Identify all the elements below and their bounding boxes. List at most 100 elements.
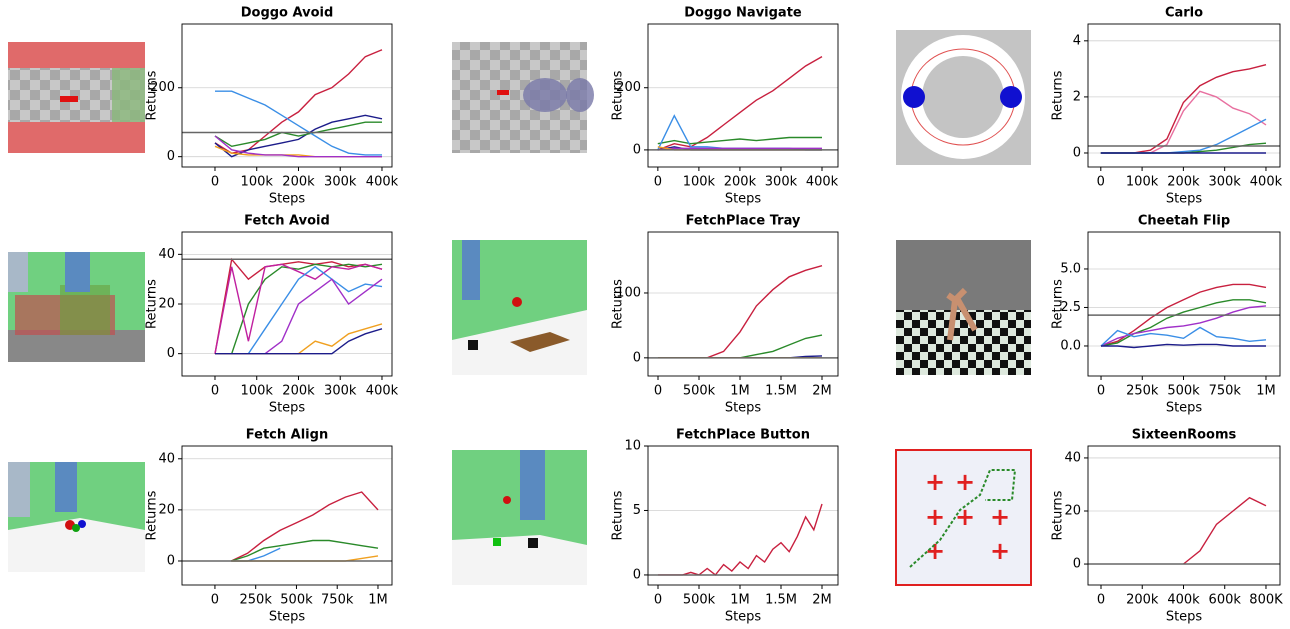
chart-title: FetchPlace Button [676, 428, 810, 443]
y-axis-label: Returns [1051, 70, 1066, 120]
y-axis-label: Returns [1051, 279, 1066, 329]
thumb-cheetah [896, 240, 1031, 375]
thumb-doggo-avoid [8, 42, 145, 153]
y-axis-label: Returns [145, 70, 160, 120]
y-tick-label: 0 [167, 149, 175, 164]
y-tick-label: 40 [158, 247, 175, 262]
svg-text:+: + [955, 468, 975, 496]
x-axis-label: Steps [725, 610, 762, 625]
x-tick-label: 300k [324, 175, 357, 190]
x-tick-label: 0 [654, 384, 662, 399]
x-tick-label: 600k [1209, 593, 1242, 608]
svg-text:+: + [990, 537, 1010, 565]
y-tick-label: 4 [1073, 33, 1081, 48]
series-line [658, 138, 822, 144]
thumb-doggo-navigate [452, 42, 594, 153]
x-tick-label: 100k [241, 175, 274, 190]
y-tick-label: 0 [633, 567, 641, 582]
x-tick-label: 1M [368, 593, 388, 608]
x-tick-label: 2M [812, 593, 832, 608]
y-tick-label: 0 [633, 142, 641, 157]
y-tick-label: 20 [158, 502, 175, 517]
y-tick-label: 40 [158, 451, 175, 466]
x-tick-label: 0 [654, 593, 662, 608]
chart-title: Fetch Avoid [244, 214, 330, 229]
svg-text:+: + [925, 468, 945, 496]
plot-frame [182, 24, 392, 167]
plot-frame [648, 24, 838, 167]
y-axis-label: Returns [611, 70, 626, 120]
svg-text:+: + [990, 503, 1010, 531]
series-line [215, 264, 382, 353]
x-tick-label: 1M [730, 384, 750, 399]
x-tick-label: 0 [211, 175, 219, 190]
x-axis-label: Steps [269, 192, 306, 207]
x-tick-label: 1.5M [765, 593, 797, 608]
x-tick-label: 500k [1167, 384, 1200, 399]
x-tick-label: 0 [1097, 593, 1105, 608]
x-tick-label: 300k [1208, 175, 1241, 190]
y-tick-label: 20 [158, 297, 175, 312]
y-axis-label: Returns [611, 279, 626, 329]
plot-frame [182, 446, 392, 585]
y-tick-label: 5 [633, 503, 641, 518]
series-line [215, 279, 382, 354]
x-tick-label: 100k [683, 175, 716, 190]
x-tick-label: 400k [366, 384, 399, 399]
series-line [215, 50, 382, 153]
thumb-sixteenrooms: + + + + + + + [896, 450, 1031, 585]
y-tick-label: 0.0 [1060, 338, 1081, 353]
series-line [658, 504, 822, 575]
x-axis-label: Steps [1166, 610, 1203, 625]
series-line [231, 541, 378, 562]
x-tick-label: 800K [1249, 593, 1283, 608]
charts: Doggo Avoid02000100k200k300k400kStepsRet… [145, 6, 1284, 625]
series-line [658, 57, 822, 150]
x-tick-label: 500k [280, 593, 313, 608]
series-line [1101, 119, 1266, 153]
x-tick-label: 0 [1097, 384, 1105, 399]
x-tick-label: 300k [324, 384, 357, 399]
thumb-fetch-align [8, 462, 145, 572]
thumb-fetch-avoid [8, 252, 145, 362]
y-tick-label: 10 [624, 439, 641, 454]
x-tick-label: 200k [282, 175, 315, 190]
series-line [215, 329, 382, 354]
x-tick-label: 200k [1167, 175, 1200, 190]
x-tick-label: 200k [282, 384, 315, 399]
x-axis-label: Steps [725, 192, 762, 207]
y-tick-label: 0 [167, 346, 175, 361]
x-tick-label: 400k [366, 175, 399, 190]
x-axis-label: Steps [725, 401, 762, 416]
x-tick-label: 750k [321, 593, 354, 608]
thumb-fetchplace-button [452, 450, 587, 585]
series-line [215, 91, 382, 155]
x-tick-label: 2M [812, 384, 832, 399]
x-axis-label: Steps [1166, 192, 1203, 207]
y-tick-label: 5.0 [1060, 261, 1081, 276]
x-tick-label: 0 [211, 384, 219, 399]
series-line [658, 335, 822, 358]
y-axis-label: Returns [1051, 490, 1066, 540]
x-tick-label: 400k [1167, 593, 1200, 608]
y-tick-label: 40 [1064, 450, 1081, 465]
x-tick-label: 0 [1097, 175, 1105, 190]
chart-title: Doggo Avoid [241, 6, 334, 21]
chart-title: Doggo Navigate [684, 6, 802, 21]
chart-title: Carlo [1165, 6, 1203, 21]
y-axis-label: Returns [145, 279, 160, 329]
x-tick-label: 1M [730, 593, 750, 608]
x-tick-label: 200k [724, 175, 757, 190]
y-axis-label: Returns [145, 490, 160, 540]
x-tick-label: 500k [683, 593, 716, 608]
y-axis-label: Returns [611, 490, 626, 540]
thumb-carlo [896, 30, 1031, 165]
x-tick-label: 250k [1126, 384, 1159, 399]
x-tick-label: 400k [806, 175, 839, 190]
plot-frame [1088, 232, 1280, 376]
series-line [1101, 65, 1266, 153]
plot-frame [648, 232, 838, 376]
chart-title: Fetch Align [246, 428, 328, 443]
series-line [1184, 498, 1267, 564]
figure: + + + + + + + Doggo Avoid02000100k200k30… [0, 0, 1290, 629]
